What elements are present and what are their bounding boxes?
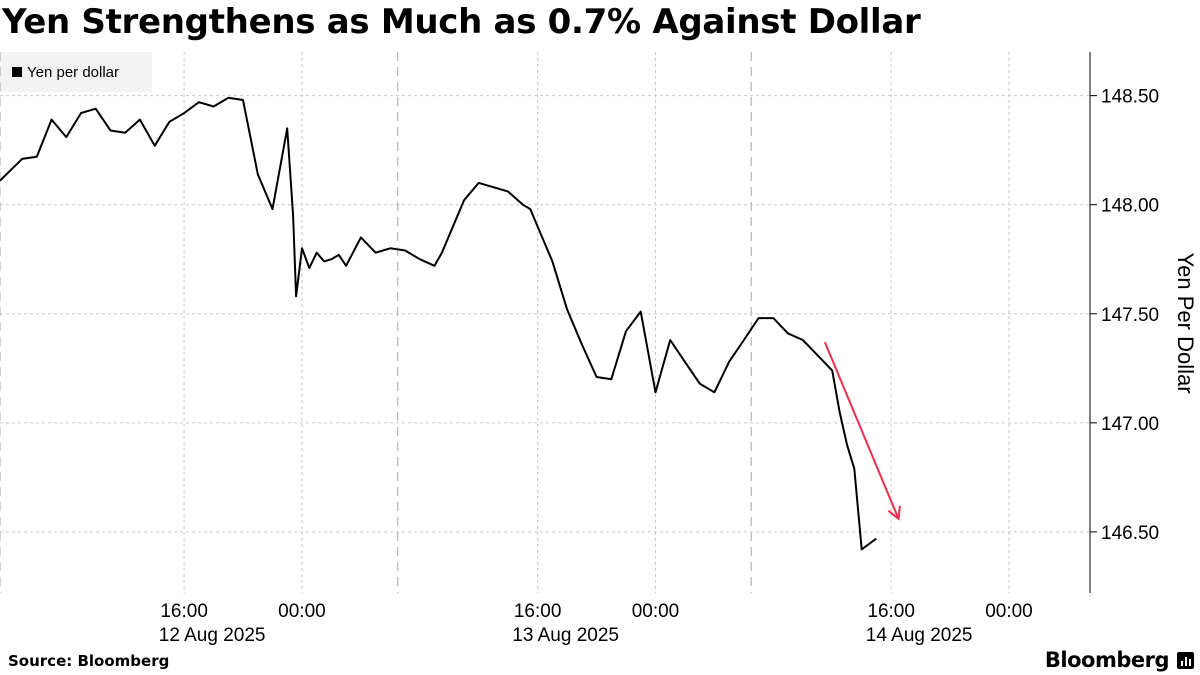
x-tick-label: 00:00: [985, 601, 1033, 622]
x-date-label: 13 Aug 2025: [512, 625, 619, 646]
annotation-arrow-head: [887, 505, 901, 521]
x-tick-label: 00:00: [278, 601, 326, 622]
x-date-label: 14 Aug 2025: [866, 625, 973, 646]
bloomberg-logo: Bloomberg: [1045, 648, 1194, 672]
legend-label: Yen per dollar: [27, 63, 120, 81]
annotation-arrow-shaft: [823, 341, 900, 520]
x-tick-label: 16:00: [160, 601, 208, 622]
y-axis-label: Yen Per Dollar: [1173, 252, 1198, 393]
chart-title: Yen Strengthens as Much as 0.7% Against …: [2, 2, 921, 42]
source-note: Source: Bloomberg: [8, 652, 170, 670]
y-tick-label: 147.50: [1101, 305, 1159, 326]
x-date-label: 12 Aug 2025: [159, 625, 266, 646]
brand-name: Bloomberg: [1044, 648, 1170, 672]
bloomberg-bar-icon: [1177, 651, 1194, 669]
x-tick-label: 16:00: [867, 601, 915, 622]
y-tick-label: 148.50: [1101, 87, 1159, 108]
x-tick-label: 00:00: [632, 601, 680, 622]
legend-swatch: [12, 67, 22, 77]
y-tick-label: 148.00: [1101, 196, 1159, 217]
legend: Yen per dollar: [0, 52, 152, 92]
y-tick-label: 146.50: [1101, 523, 1159, 544]
series-line: [0, 96, 877, 551]
x-tick-label: 16:00: [514, 601, 562, 622]
y-tick-label: 147.00: [1101, 414, 1159, 435]
